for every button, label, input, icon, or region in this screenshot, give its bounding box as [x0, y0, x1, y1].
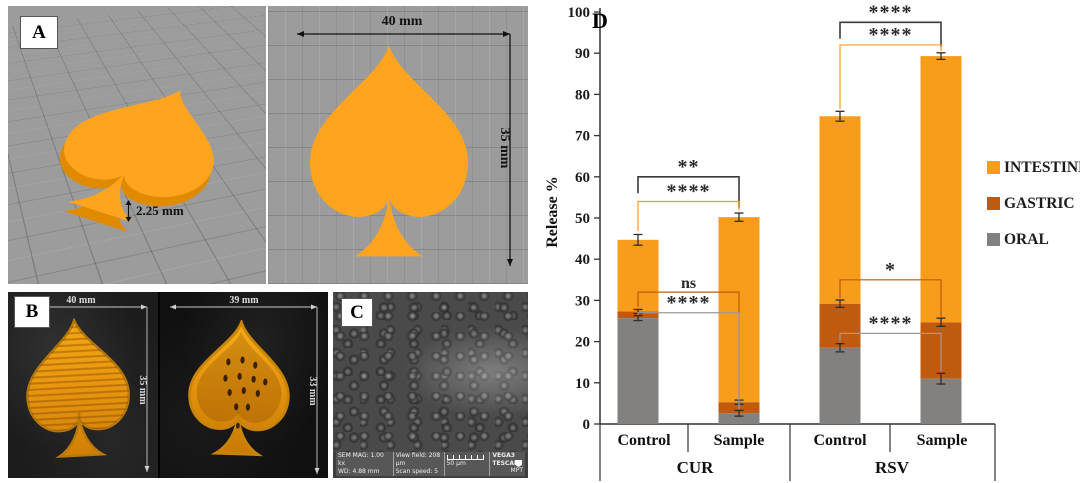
- y-tick-label: 30: [575, 293, 590, 309]
- panel-a-label: A: [20, 16, 58, 49]
- top-view-drawing: 40 mm 35 mm: [297, 14, 513, 266]
- sem-info-col2: View field: 208 μm Scan speed: 5 Det: SE: [394, 452, 445, 476]
- sem-scan-speed: Scan speed: 5: [395, 468, 439, 475]
- sem-brand: VEGA3 TESCAN: [492, 452, 519, 467]
- significance-bracket: [839, 44, 942, 109]
- width-dimension-label: 39 mm: [229, 295, 259, 306]
- y-tick-label: 20: [575, 335, 590, 351]
- height-dimension-label: 35 mm: [137, 375, 148, 405]
- spade-3d-model: [8, 68, 266, 261]
- significance-label: ****: [667, 181, 711, 203]
- bar-segment-oral: [718, 413, 760, 424]
- panel-b-printed-spades: 40 mm 35 mm: [8, 292, 328, 478]
- width-dimension-label: 40 mm: [382, 14, 423, 29]
- panel-d-release-chart: 0 10 20 30 40 50 60 70 80 90 100 ** **** ns **** **** **…: [540, 0, 1080, 483]
- printed-spade-photo-right: 39 mm 33 mm: [160, 292, 328, 478]
- sem-corner-label: MPT: [510, 467, 523, 474]
- significance-bracket: [839, 21, 942, 48]
- sem-wd: WD: 4.88 mm: [338, 468, 380, 475]
- y-tick-label: 90: [575, 46, 590, 62]
- significance-bracket: [839, 332, 942, 372]
- vertical-double-arrow-icon: [125, 200, 132, 222]
- sem-scale-col: 50 μm: [445, 452, 491, 476]
- legend-label: GASTRIC: [1004, 195, 1075, 212]
- bar-segment-intestine: [920, 56, 962, 323]
- model-3d-view: 2.25 mm: [8, 6, 266, 284]
- significance-label: ****: [869, 312, 913, 334]
- sem-view-field: View field: 208 μm: [395, 452, 441, 467]
- scale-label: 50 μm: [446, 460, 466, 467]
- panel-c-sem: SEM MAG: 1.00 kx WD: 4.88 mm Det: SE Vie…: [333, 292, 528, 478]
- category-label: Control: [813, 432, 867, 449]
- panel-c-label: C: [341, 298, 373, 327]
- legend-swatch: [987, 233, 1000, 246]
- model-top-view: 40 mm 35 mm: [268, 6, 528, 284]
- category-label: Sample: [714, 432, 765, 449]
- scale-bar: [446, 455, 485, 460]
- legend-swatch: [987, 161, 1000, 174]
- y-tick-label: 40: [575, 252, 590, 268]
- significance-label: ****: [869, 1, 913, 23]
- category-label: Control: [617, 432, 671, 449]
- significance-bracket: [637, 312, 740, 410]
- thickness-label: 2.25 mm: [136, 203, 184, 218]
- bars: [617, 56, 962, 424]
- panel-a-cad-model: 2.25 mm 40 mm 35 mm A: [8, 6, 528, 284]
- legend-label: INTESTINE: [1004, 159, 1080, 176]
- significance-label: ns: [681, 275, 696, 292]
- printed-spade-right: [188, 318, 290, 457]
- legend-item: GASTRIC: [987, 195, 1075, 212]
- legend-item: INTESTINE: [987, 159, 1080, 176]
- print-holes: [223, 356, 268, 429]
- y-tick-label: 50: [575, 211, 590, 227]
- tescan-logo-icon: [515, 460, 522, 467]
- legend-item: ORAL: [987, 231, 1049, 248]
- stacked-bar-chart: 0 10 20 30 40 50 60 70 80 90 100 ** **** ns **** **** **…: [540, 0, 1080, 483]
- panel-d-label: D: [592, 8, 608, 33]
- significance-label: ****: [869, 24, 913, 46]
- printed-spade-left: [26, 316, 130, 459]
- thickness-dimension: 2.25 mm: [124, 200, 184, 222]
- legend-swatch: [987, 197, 1000, 210]
- sem-info-bar: SEM MAG: 1.00 kx WD: 4.88 mm Det: SE Vie…: [336, 452, 525, 476]
- spade-top-view: [310, 45, 468, 257]
- sem-info-col1: SEM MAG: 1.00 kx WD: 4.88 mm Det: SE: [336, 452, 394, 476]
- y-axis-title: Release %: [544, 176, 561, 248]
- significance-bracket: [839, 279, 942, 317]
- right-photo-dimensions: 39 mm 33 mm: [170, 295, 320, 474]
- y-tick-label: 60: [575, 170, 590, 186]
- y-tick-label: 70: [575, 129, 590, 145]
- width-dimension-label: 40 mm: [66, 295, 96, 306]
- group-label: CUR: [677, 458, 715, 477]
- sem-mag: SEM MAG: 1.00 kx: [338, 452, 384, 467]
- bar-segment-intestine: [819, 116, 861, 304]
- bar-segment-oral: [617, 318, 659, 424]
- panel-b-label: B: [14, 296, 50, 328]
- sem-brand-col: VEGA3 TESCAN MPT: [490, 452, 525, 476]
- group-label: RSV: [875, 458, 910, 477]
- y-tick-label: 80: [575, 87, 590, 103]
- height-dimension-label: 33 mm: [307, 376, 318, 406]
- significance-label: **: [678, 156, 700, 178]
- y-tick-label: 10: [575, 376, 590, 392]
- height-dimension-label: 35 mm: [497, 128, 512, 169]
- significance-label: *: [885, 259, 896, 281]
- y-tick-label: 100: [568, 5, 591, 21]
- category-label: Sample: [917, 432, 968, 449]
- y-tick-label: 0: [583, 417, 591, 433]
- bar-segment-oral: [819, 347, 861, 424]
- error-bars: [633, 52, 946, 417]
- significance-bracket: [637, 176, 740, 208]
- significance-label: ****: [667, 292, 711, 314]
- bar-segment-oral: [920, 378, 962, 424]
- significance-bracket: [637, 200, 740, 232]
- legend-label: ORAL: [1004, 231, 1049, 248]
